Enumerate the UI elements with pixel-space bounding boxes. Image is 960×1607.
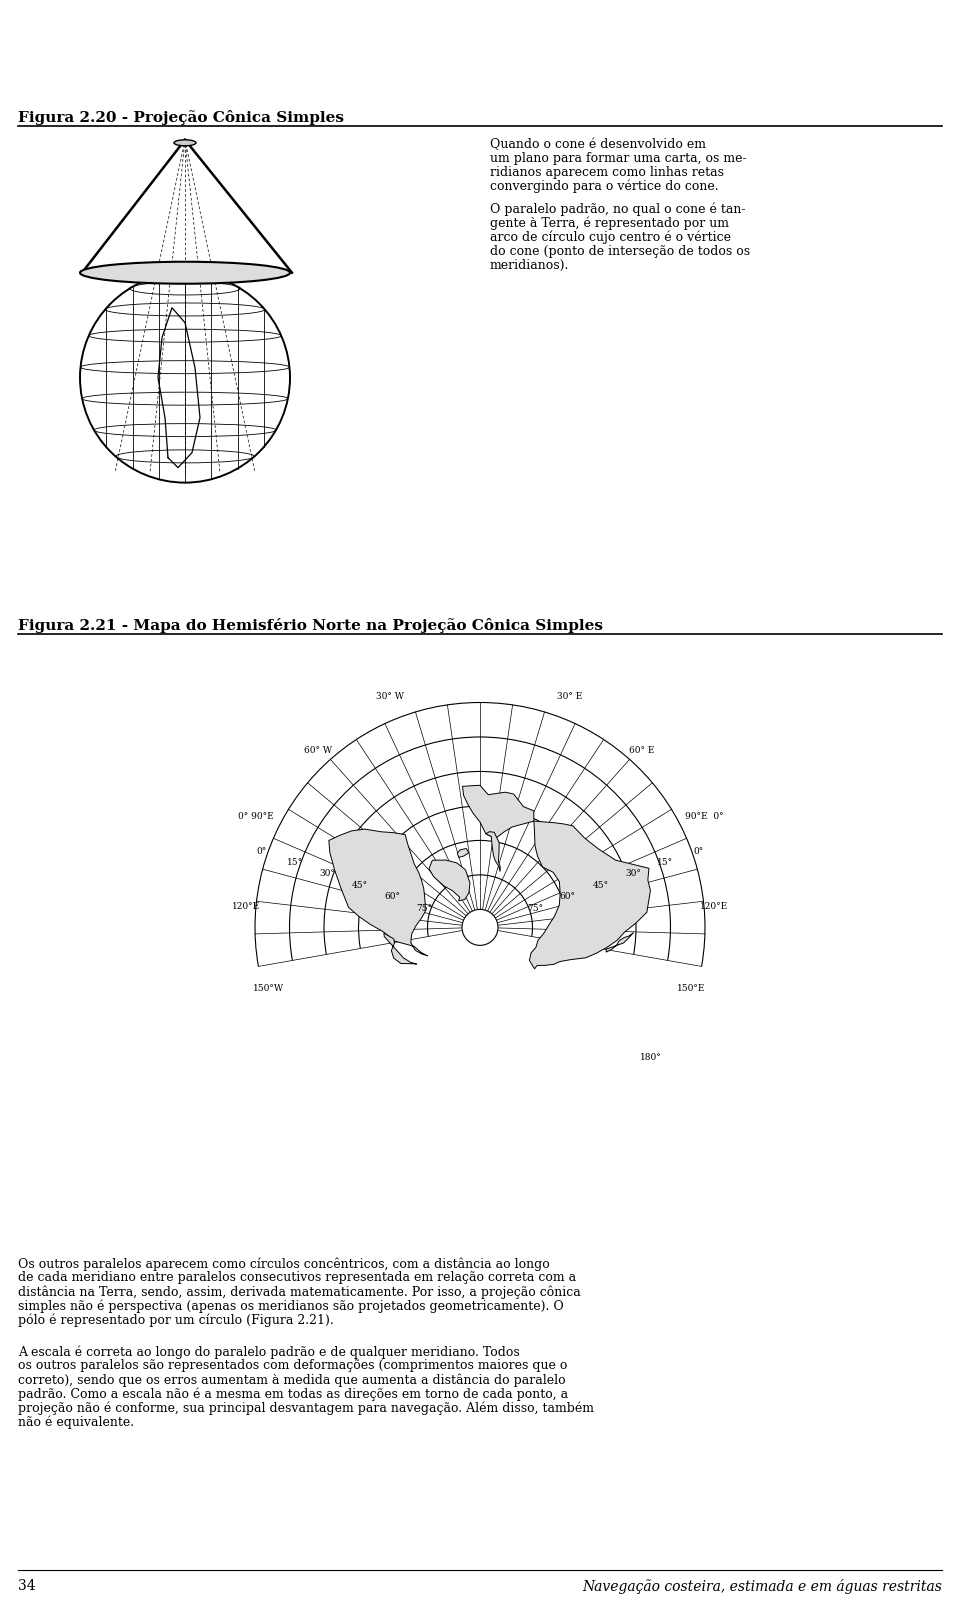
Text: A escala é correta ao longo do paralelo padrão e de qualquer meridiano. Todos: A escala é correta ao longo do paralelo … (18, 1345, 519, 1358)
Text: 30° E: 30° E (557, 691, 583, 701)
Text: meridianos).: meridianos). (490, 259, 569, 272)
Text: 75°: 75° (527, 903, 543, 913)
Ellipse shape (80, 262, 290, 284)
Text: 180°: 180° (640, 1053, 662, 1062)
Text: pólo é representado por um círculo (Figura 2.21).: pólo é representado por um círculo (Figu… (18, 1313, 334, 1327)
Polygon shape (463, 786, 534, 837)
Text: Quando o cone é desenvolvido em: Quando o cone é desenvolvido em (490, 138, 706, 151)
Polygon shape (384, 934, 417, 964)
Text: projeção não é conforme, sua principal desvantagem para navegação. Além disso, t: projeção não é conforme, sua principal d… (18, 1401, 594, 1414)
Text: 45°: 45° (351, 881, 368, 890)
Text: Figura 2.20 - Projeção Cônica Simples: Figura 2.20 - Projeção Cônica Simples (18, 109, 344, 125)
Polygon shape (457, 848, 468, 858)
Text: não é equivalente.: não é equivalente. (18, 1416, 134, 1429)
Text: simples não é perspectiva (apenas os meridianos são projetados geometricamente).: simples não é perspectiva (apenas os mer… (18, 1298, 564, 1313)
Text: do cone (ponto de interseção de todos os: do cone (ponto de interseção de todos os (490, 244, 750, 257)
Text: O paralelo padrão, no qual o cone é tan-: O paralelo padrão, no qual o cone é tan- (490, 202, 746, 217)
Text: ridianos aparecem como linhas retas: ridianos aparecem como linhas retas (490, 166, 724, 178)
Text: 75°: 75° (417, 903, 433, 913)
Text: Figura 2.21 - Mapa do Hemisfério Norte na Projeção Cônica Simples: Figura 2.21 - Mapa do Hemisfério Norte n… (18, 617, 603, 633)
Text: um plano para formar uma carta, os me-: um plano para formar uma carta, os me- (490, 151, 747, 166)
Text: 120°E: 120°E (231, 902, 260, 911)
Text: Navegação costeira, estimada e em águas restritas: Navegação costeira, estimada e em águas … (582, 1580, 942, 1594)
Text: 120°E: 120°E (700, 902, 729, 911)
Text: 150°W: 150°W (253, 983, 284, 993)
Text: 60° W: 60° W (304, 746, 332, 755)
Text: Projeções cartográficas; a Carta Náutica: Projeções cartográficas; a Carta Náutica (19, 21, 365, 37)
Text: correto), sendo que os erros aumentam à medida que aumenta a distância do parale: correto), sendo que os erros aumentam à … (18, 1372, 565, 1387)
Text: 15°: 15° (286, 858, 302, 868)
Circle shape (462, 910, 498, 945)
Ellipse shape (174, 140, 196, 146)
Text: convergindo para o vértice do cone.: convergindo para o vértice do cone. (490, 180, 719, 193)
Text: de cada meridiano entre paralelos consecutivos representada em relação correta c: de cada meridiano entre paralelos consec… (18, 1271, 576, 1284)
Text: 15°: 15° (658, 858, 674, 868)
Text: arco de círculo cujo centro é o vértice: arco de círculo cujo centro é o vértice (490, 231, 731, 244)
Text: 60°: 60° (384, 892, 400, 902)
Text: 30° W: 30° W (376, 691, 404, 701)
Text: 60° E: 60° E (629, 746, 655, 755)
Text: 0° 90°E: 0° 90°E (238, 812, 274, 821)
Text: 34: 34 (18, 1580, 36, 1593)
Text: 90°E  0°: 90°E 0° (684, 812, 723, 821)
Text: 45°: 45° (592, 881, 609, 890)
Text: os outros paralelos são representados com deformações (comprimentos maiores que : os outros paralelos são representados co… (18, 1360, 567, 1372)
Polygon shape (486, 832, 500, 871)
Text: 30°: 30° (625, 869, 641, 879)
Text: gente à Terra, é representado por um: gente à Terra, é representado por um (490, 217, 729, 230)
Polygon shape (429, 860, 470, 902)
Text: 0°: 0° (693, 847, 703, 855)
Polygon shape (329, 829, 428, 956)
Text: 0°: 0° (257, 847, 267, 855)
Text: distância na Terra, sendo, assim, derivada matematicamente. Por isso, a projeção: distância na Terra, sendo, assim, deriva… (18, 1286, 581, 1298)
Text: Os outros paralelos aparecem como círculos concêntricos, com a distância ao long: Os outros paralelos aparecem como círcul… (18, 1257, 550, 1271)
Polygon shape (606, 932, 634, 951)
Polygon shape (529, 821, 651, 969)
Text: 60°: 60° (560, 892, 576, 902)
Text: 30°: 30° (319, 869, 335, 879)
Text: padrão. Como a escala não é a mesma em todas as direções em torno de cada ponto,: padrão. Como a escala não é a mesma em t… (18, 1387, 568, 1401)
Text: 150°E: 150°E (677, 983, 706, 993)
